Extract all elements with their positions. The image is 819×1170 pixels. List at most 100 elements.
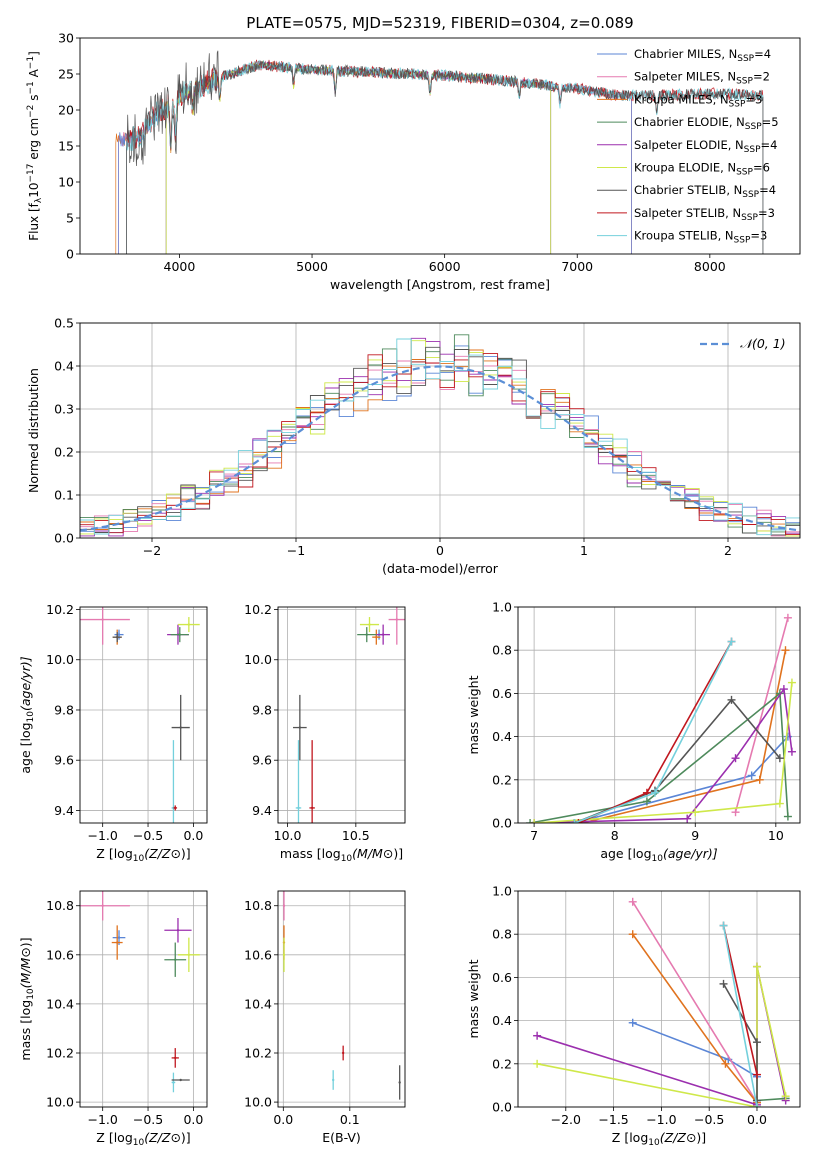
panel-spectrum: 4000 5000 6000 7000 8000 0 5 10 15 20 25 30 waveleng… xyxy=(26,31,801,292)
x-axis-label-part: 10 xyxy=(652,854,664,864)
x-axis-label-part: 10 xyxy=(133,854,145,864)
point-salpeter_stelib xyxy=(341,1051,345,1055)
point-kroupa_miles xyxy=(375,635,378,639)
x-axis-label-part: (Z/Z xyxy=(660,1130,687,1145)
weight-line-salpeter_miles xyxy=(632,901,758,1104)
weight-line-kroupa_elodie xyxy=(536,966,787,1107)
weight-line-salpeter_miles xyxy=(734,617,789,813)
legend-label-part: Chabrier ELODIE, N xyxy=(634,115,745,129)
x-tick-label: −0.5 xyxy=(694,1112,724,1127)
legend-label-part: Salpeter MILES, N xyxy=(634,70,736,84)
y-axis-label: mass weight xyxy=(466,675,481,754)
y-axis-label-part: 10 xyxy=(26,988,36,1000)
y-tick-label: 15 xyxy=(58,139,74,154)
y-tick-label: 0.6 xyxy=(492,686,512,701)
axes-frame xyxy=(277,606,406,824)
plot-area xyxy=(533,897,790,1107)
y-tick-label: 9.4 xyxy=(252,803,272,818)
point-chabrier_elodie xyxy=(174,958,177,961)
plot-area xyxy=(293,607,405,823)
x-tick-label: 0 xyxy=(436,543,444,558)
legend-label-part: Chabrier STELIB, N xyxy=(634,183,742,197)
y-axis-label-part: mass [log xyxy=(18,1000,33,1061)
legend-label-part: SSP xyxy=(729,99,746,109)
y-axis-label-part: age [log xyxy=(18,722,33,773)
y-tick-label: 0.4 xyxy=(492,1013,512,1028)
point-chabrier_stelib xyxy=(398,1081,401,1084)
plot-area xyxy=(282,891,401,1100)
axes-frame xyxy=(79,322,801,539)
x-tick-label: −2.0 xyxy=(551,1112,581,1127)
x-tick-label: 1 xyxy=(580,543,588,558)
x-axis-label-part: )] xyxy=(696,1130,706,1145)
legend-label-part: =3 xyxy=(758,206,775,220)
y-axis-label: mass [log10(M/M⊙)] xyxy=(18,937,36,1060)
point-salpeter_miles xyxy=(101,904,104,907)
x-axis-label-part: (M/M xyxy=(352,846,383,861)
normal-curve xyxy=(80,365,800,532)
legend-label-part: SSP xyxy=(744,145,761,155)
panel-age-vs-Z: −1.0 −0.5 0.09.49.69.810.010.2Z [log10(Z/Z… xyxy=(18,602,208,864)
y-axis-label-part: λ xyxy=(34,197,44,203)
x-tick-label: 0.0 xyxy=(747,1112,767,1127)
legend-label-part: =4 xyxy=(754,47,771,61)
x-axis-label-part: ⊙ xyxy=(170,846,180,861)
point-chabrier_elodie xyxy=(365,633,368,636)
x-axis-label: Z [log10(Z/Z⊙)] xyxy=(612,1130,706,1148)
point-salpeter_stelib xyxy=(310,806,314,810)
spectrum-line-salpeter_elodie xyxy=(165,60,552,254)
point-salpeter_miles xyxy=(101,618,104,621)
spectrum-line-salpeter_stelib xyxy=(126,59,764,254)
x-axis-label: (data-model)/error xyxy=(382,561,499,576)
y-tick-label: 5 xyxy=(66,211,74,226)
x-axis-label-part: (Z/Z xyxy=(144,1130,171,1145)
y-axis-label-part: −1 xyxy=(26,56,36,69)
legend-label: Salpeter MILES, NSSP=2 xyxy=(634,70,770,87)
point-salpeter_elodie xyxy=(381,633,385,636)
weight-line-chabrier_elodie xyxy=(756,1097,786,1102)
legend-label-part: SSP xyxy=(737,54,754,64)
y-tick-label: 10 xyxy=(58,175,74,190)
y-tick-label: 0.2 xyxy=(492,772,512,787)
y-tick-label: 0.5 xyxy=(54,316,74,331)
panel-mass-vs-Z: −1.0 −0.5 0.010.010.210.410.610.8Z [log10(… xyxy=(18,890,208,1148)
x-axis-label-part: ⊙ xyxy=(383,846,393,861)
y-axis-label-part: )] xyxy=(18,937,33,947)
y-tick-label: 10.4 xyxy=(46,996,74,1011)
y-axis-label-part: 10 xyxy=(27,183,41,198)
y-tick-label: 10.2 xyxy=(46,1046,74,1061)
x-tick-label: 2 xyxy=(724,543,732,558)
y-axis-label-part: A xyxy=(27,68,41,81)
point-kroupa_elodie xyxy=(187,623,191,626)
legend-label: Salpeter ELODIE, NSSP=4 xyxy=(634,138,777,155)
y-tick-label: 1.0 xyxy=(492,600,512,615)
x-tick-label: 8000 xyxy=(694,259,726,274)
y-tick-label: 0.6 xyxy=(492,970,512,985)
point-chabrier_miles xyxy=(117,633,121,636)
legend-label-part: =4 xyxy=(759,183,776,197)
y-axis-label-part: (age/yr)] xyxy=(18,656,33,711)
y-tick-label: 1.0 xyxy=(492,884,512,899)
x-axis-label-part: ⊙ xyxy=(170,1130,180,1145)
x-tick-label: 10 xyxy=(768,828,784,843)
x-axis-label-part: (Z/Z xyxy=(144,846,171,861)
x-tick-label: 10.5 xyxy=(342,828,370,843)
y-tick-label: 0.8 xyxy=(492,643,512,658)
legend-label: Kroupa MILES, NSSP=3 xyxy=(634,92,762,109)
axes-frame xyxy=(517,606,801,824)
y-axis-label-part: erg cm xyxy=(27,118,41,164)
panel-mass-vs-EBV: 0.0 0.1 10.0 10.2 10.4 10.6 10.8 E(B-V) xyxy=(244,890,406,1145)
y-tick-label: 10.0 xyxy=(46,1095,74,1110)
panel-residuals: −2 −1 0 1 2 0.0 0.1 0.2 0.3 0.4 0.5 (data-model)/er… xyxy=(26,316,801,576)
point-chabrier_miles xyxy=(117,936,121,939)
x-axis-label-part: )] xyxy=(393,846,403,861)
y-tick-label: 0.0 xyxy=(54,531,74,546)
x-axis-label-part: )] xyxy=(181,1130,191,1145)
y-tick-label: 0 xyxy=(66,247,74,262)
x-tick-label: 7 xyxy=(530,828,538,843)
y-tick-label: 10.0 xyxy=(46,652,74,667)
y-tick-label: 10.8 xyxy=(46,898,74,913)
point-chabrier_stelib xyxy=(179,1078,182,1082)
weight-line-kroupa_elodie xyxy=(534,682,793,823)
